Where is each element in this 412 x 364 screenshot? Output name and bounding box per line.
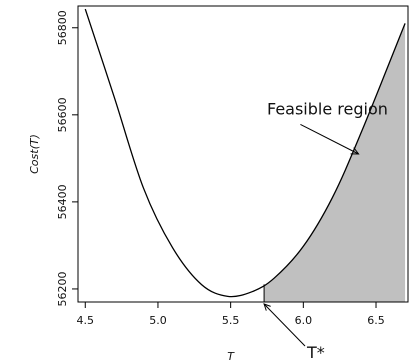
x-tick-label: 6.0 [295, 314, 313, 327]
x-tick-label: 5.5 [222, 314, 240, 327]
x-tick-label: 4.5 [77, 314, 95, 327]
tstar-arrowhead [263, 303, 271, 311]
tstar-label: T* [306, 343, 325, 362]
feasible-region-label: Feasible region [267, 99, 388, 118]
plot-frame [77, 5, 409, 303]
y-axis-label: Cost(T) [28, 134, 41, 174]
x-tick-label: 6.5 [367, 314, 385, 327]
feasible-region-shade [264, 23, 406, 302]
feasible-region-arrowhead [350, 147, 360, 155]
cost-curve-line [84, 8, 406, 298]
y-tick-label: 56600 [56, 97, 69, 132]
feasible-region-group [264, 23, 406, 302]
x-axis-label: T [227, 350, 235, 363]
y-tick-label: 56800 [56, 10, 69, 45]
y-tick-label: 56400 [56, 184, 69, 219]
feasible-region-arrow [300, 123, 359, 155]
x-tick-label: 5.0 [149, 314, 167, 327]
y-tick-label: 56200 [56, 271, 69, 306]
tstar-arrow [263, 303, 306, 347]
series-group [84, 8, 406, 298]
